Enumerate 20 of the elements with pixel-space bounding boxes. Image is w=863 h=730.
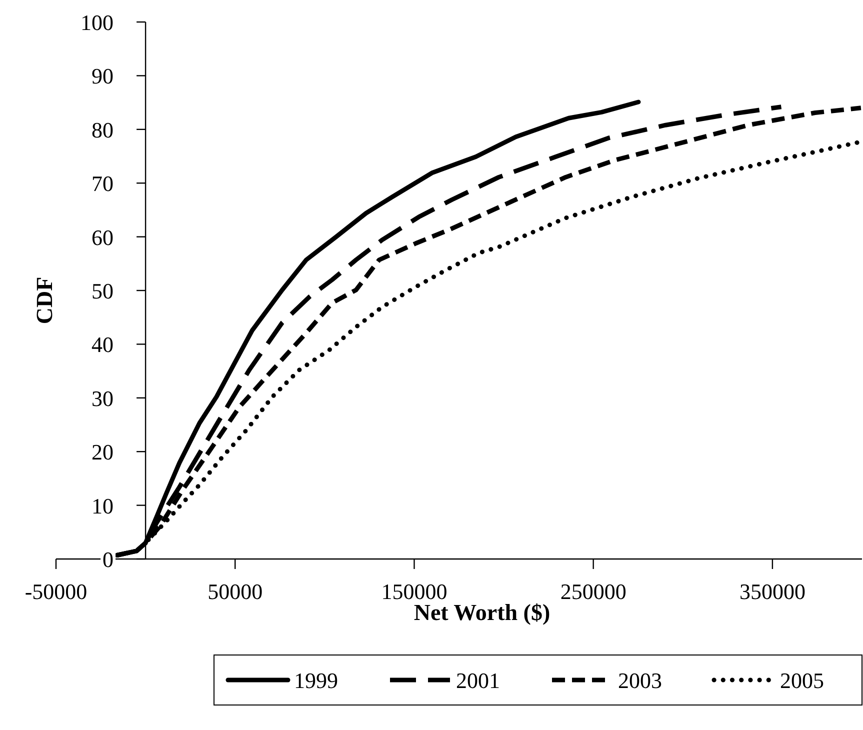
y-tick-label: 50 <box>92 278 114 304</box>
y-tick-label: 90 <box>92 64 114 89</box>
y-tick-label: 20 <box>92 440 114 465</box>
y-tick-label: 10 <box>92 493 114 518</box>
legend-label: 2001 <box>456 668 500 693</box>
y-tick-label: 30 <box>92 386 114 411</box>
y-tick-label: 100 <box>80 10 114 35</box>
x-tick-label: -50000 <box>24 579 88 604</box>
y-tick-label: 80 <box>92 117 114 142</box>
x-tick-label: 250000 <box>560 579 626 604</box>
y-tick-label: 0 <box>102 547 114 572</box>
x-tick-label: 350000 <box>739 579 806 604</box>
x-tick-label: 50000 <box>208 579 263 604</box>
y-tick-label: 70 <box>92 171 114 196</box>
legend-label: 2003 <box>618 668 662 693</box>
legend-label: 1999 <box>294 668 338 693</box>
y-tick-label: 40 <box>92 332 114 358</box>
legend-label: 2005 <box>780 668 824 693</box>
y-tick-label: 60 <box>92 224 114 250</box>
y-axis-title: CDF <box>32 276 57 324</box>
